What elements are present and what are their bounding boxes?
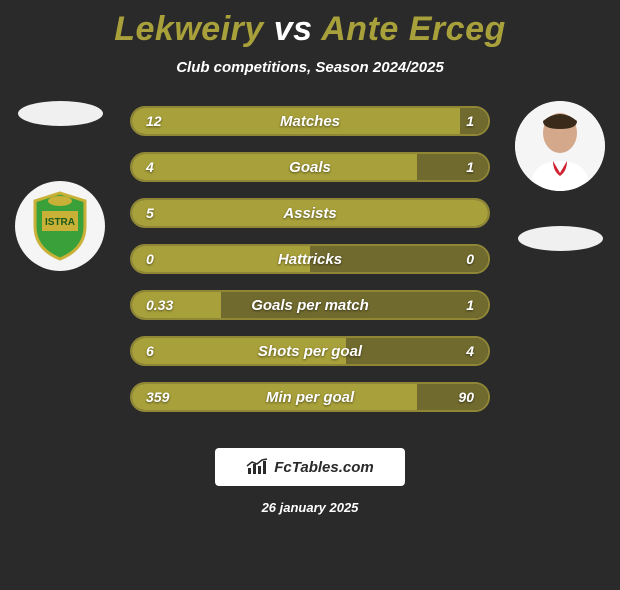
stat-label: Matches <box>132 108 488 134</box>
player2-name: Ante Erceg <box>321 10 506 48</box>
stat-row: 35990Min per goal <box>130 382 490 412</box>
stat-row: 5Assists <box>130 198 490 228</box>
stat-row: 00Hattricks <box>130 244 490 274</box>
player-right-ellipse <box>518 226 603 251</box>
site-name: FcTables.com <box>274 459 373 476</box>
stat-label: Min per goal <box>132 384 488 410</box>
stat-label: Goals <box>132 154 488 180</box>
stat-label: Shots per goal <box>132 338 488 364</box>
comparison-title: Lekweiry vs Ante Erceg <box>0 10 620 49</box>
vs-text: vs <box>274 10 313 48</box>
chart-icon <box>246 458 268 476</box>
player-left-club-badge: ISTRA <box>15 181 105 271</box>
footer-date: 26 january 2025 <box>0 500 620 515</box>
stat-row: 121Matches <box>130 106 490 136</box>
stat-row: 41Goals <box>130 152 490 182</box>
site-logo: FcTables.com <box>215 448 405 486</box>
player-left-ellipse <box>18 101 103 126</box>
player-right-avatar <box>515 101 605 191</box>
stat-label: Assists <box>132 200 488 226</box>
svg-text:ISTRA: ISTRA <box>45 217 75 228</box>
stat-row: 64Shots per goal <box>130 336 490 366</box>
person-icon <box>515 101 605 191</box>
stat-row: 0.331Goals per match <box>130 290 490 320</box>
player-left-column: ISTRA <box>10 101 110 271</box>
stats-area: ISTRA 121Matches 41Goals 5Assists 00Hattric… <box>0 106 620 436</box>
stat-label: Goals per match <box>132 292 488 318</box>
club-shield-icon: ISTRA <box>30 191 90 261</box>
player1-name: Lekweiry <box>114 10 264 48</box>
stat-label: Hattricks <box>132 246 488 272</box>
stat-bars: 121Matches 41Goals 5Assists 00Hattricks 0.33… <box>130 106 490 428</box>
player-right-column <box>510 101 610 251</box>
subtitle: Club competitions, Season 2024/2025 <box>0 59 620 76</box>
